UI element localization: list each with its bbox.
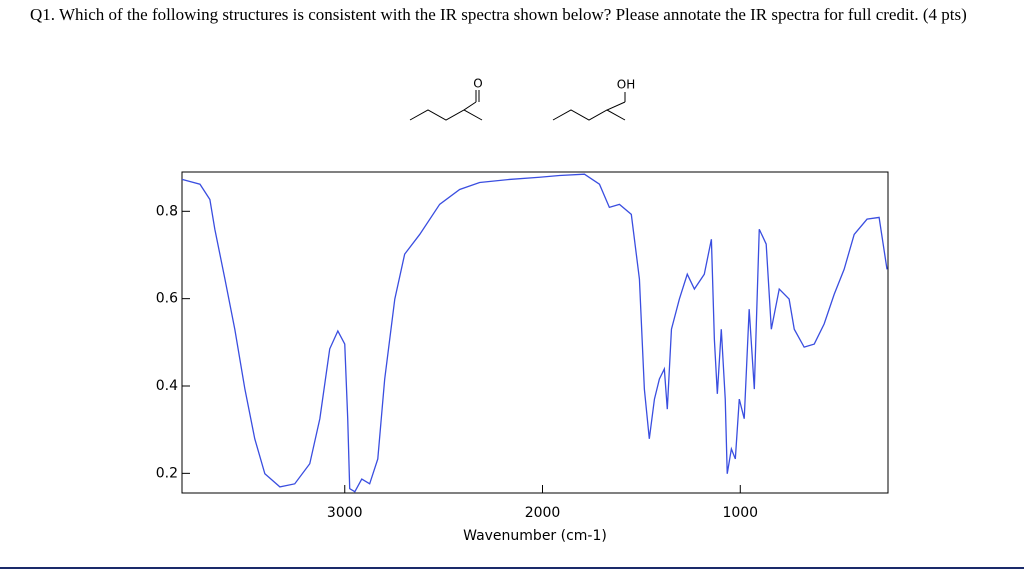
atom-label: O bbox=[473, 77, 482, 91]
plot-frame bbox=[181, 171, 889, 494]
y-tick-label: 0.2 bbox=[156, 465, 178, 481]
y-tick-label: 0.6 bbox=[156, 291, 178, 307]
x-tick-label: 1000 bbox=[722, 505, 758, 521]
x-tick-label: 2000 bbox=[525, 505, 561, 521]
y-tick-label: 0.8 bbox=[156, 203, 178, 219]
spectrum-line bbox=[181, 173, 888, 493]
y-tick-label: 0.4 bbox=[156, 378, 178, 394]
x-axis-label: Wavenumber (cm-1) bbox=[463, 528, 607, 544]
atom-label: OH bbox=[617, 78, 635, 92]
x-tick-label: 3000 bbox=[327, 505, 363, 521]
structures bbox=[409, 90, 626, 121]
alcohol-skeleton bbox=[552, 101, 626, 121]
question-text: Q1. Which of the following structures is… bbox=[30, 5, 967, 24]
ketone-skeleton bbox=[409, 101, 483, 121]
